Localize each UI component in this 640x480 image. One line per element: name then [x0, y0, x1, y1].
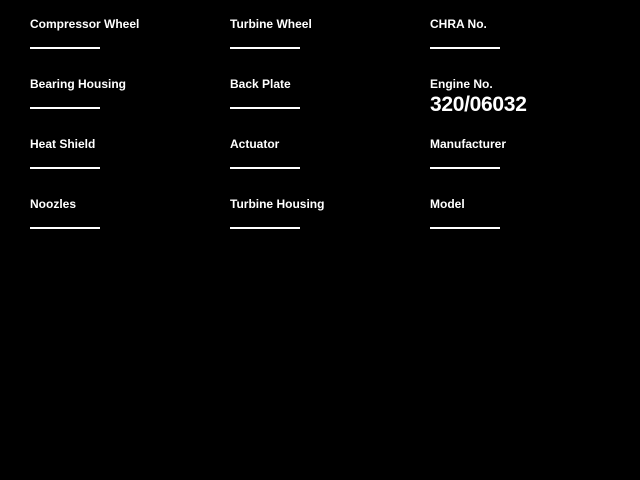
field-actuator: Actuator — [230, 137, 430, 197]
field-heat-shield: Heat Shield — [30, 137, 230, 197]
manufacturer-input-line[interactable] — [430, 167, 500, 169]
noozles-input-line[interactable] — [30, 227, 100, 229]
engine-no-label: Engine No. — [430, 77, 493, 91]
field-noozles: Noozles — [30, 197, 230, 257]
field-compressor-wheel: Compressor Wheel — [30, 17, 230, 77]
field-turbine-housing: Turbine Housing — [230, 197, 430, 257]
field-back-plate: Back Plate — [230, 77, 430, 137]
turbine-wheel-input-line[interactable] — [230, 47, 300, 49]
heat-shield-label: Heat Shield — [30, 137, 96, 151]
manufacturer-label: Manufacturer — [430, 137, 507, 151]
model-input-line[interactable] — [430, 227, 500, 229]
compressor-wheel-label: Compressor Wheel — [30, 17, 140, 31]
field-model: Model — [430, 197, 630, 257]
field-turbine-wheel: Turbine Wheel — [230, 17, 430, 77]
model-label: Model — [430, 197, 465, 211]
back-plate-label: Back Plate — [230, 77, 291, 91]
chra-no-label: CHRA No. — [430, 17, 487, 31]
chra-no-input-line[interactable] — [430, 47, 500, 49]
field-chra-no: CHRA No. — [430, 17, 630, 77]
field-manufacturer: Manufacturer — [430, 137, 630, 197]
turbine-wheel-label: Turbine Wheel — [230, 17, 312, 31]
field-bearing-housing: Bearing Housing — [30, 77, 230, 137]
noozles-label: Noozles — [30, 197, 77, 211]
heat-shield-input-line[interactable] — [30, 167, 100, 169]
bearing-housing-input-line[interactable] — [30, 107, 100, 109]
turbine-housing-input-line[interactable] — [230, 227, 300, 229]
actuator-label: Actuator — [230, 137, 280, 151]
back-plate-input-line[interactable] — [230, 107, 300, 109]
compressor-wheel-input-line[interactable] — [30, 47, 100, 49]
actuator-input-line[interactable] — [230, 167, 300, 169]
engine-no-value[interactable]: 320/06032 — [430, 93, 527, 116]
field-engine-no: Engine No. 320/06032 — [430, 77, 630, 137]
bearing-housing-label: Bearing Housing — [30, 77, 127, 91]
turbine-housing-label: Turbine Housing — [230, 197, 325, 211]
